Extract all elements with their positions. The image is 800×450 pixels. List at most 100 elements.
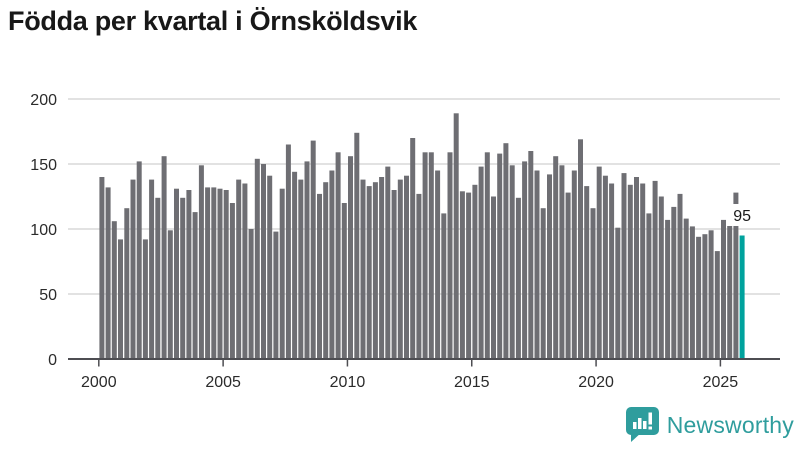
bar-2007-q1 <box>273 231 279 359</box>
bar-2001-q2 <box>130 179 136 359</box>
brand-name: Newsworthy <box>666 411 794 438</box>
bar-2013-q1 <box>422 152 428 359</box>
bar-2022-q3 <box>658 196 664 359</box>
bar-2025-q3 <box>733 192 739 359</box>
y-tick-label-0: 0 <box>48 352 57 369</box>
bar-2005-q2 <box>229 203 235 359</box>
bar-2011-q4 <box>391 190 397 359</box>
chart-title: Födda per kvartal i Örnsköldsvik <box>8 6 418 36</box>
bar-2003-q1 <box>174 188 179 359</box>
bar-2000-q1 <box>99 177 105 359</box>
bar-2006-q3 <box>261 164 266 359</box>
bar-2018-q1 <box>547 174 552 359</box>
bar-2002-q3 <box>161 156 167 359</box>
bar-2016-q4 <box>515 197 521 359</box>
bar-2009-q3 <box>335 152 341 359</box>
bar-2014-q3 <box>459 191 465 359</box>
bar-2021-q3 <box>634 177 639 359</box>
bar-2022-q2 <box>652 180 658 359</box>
bar-2009-q1 <box>323 182 329 359</box>
x-tick-label-2015: 2015 <box>454 374 490 391</box>
bar-2016-q3 <box>509 165 515 359</box>
bar-2005-q1 <box>223 190 229 359</box>
bar-2018-q2 <box>553 156 559 359</box>
bar-2023-q4 <box>689 226 695 359</box>
bar-2023-q1 <box>671 206 677 359</box>
bar-2017-q2 <box>528 151 534 359</box>
bar-2015-q1 <box>472 184 478 359</box>
bar-2011-q1 <box>372 182 378 359</box>
x-tick-label-2010: 2010 <box>330 374 366 391</box>
bar-2016-q1 <box>497 153 503 359</box>
bar-2009-q4 <box>341 203 347 359</box>
bar-2007-q4 <box>292 171 298 359</box>
bar-2005-q4 <box>242 183 248 359</box>
brand-footer: Newsworthy <box>625 407 794 443</box>
bar-2007-q3 <box>285 144 291 359</box>
bar-2014-q1 <box>447 152 453 359</box>
bar-2025-q4 <box>739 235 745 359</box>
bar-2000-q4 <box>118 239 123 359</box>
bar-2006-q1 <box>248 229 254 359</box>
bar-2017-q4 <box>540 208 546 359</box>
bar-2020-q4 <box>615 227 621 359</box>
bar-2008-q4 <box>317 193 322 359</box>
bar-2001-q1 <box>124 208 130 359</box>
y-tick-label-150: 150 <box>30 157 57 174</box>
bar-2020-q1 <box>596 166 602 359</box>
bar-2017-q3 <box>534 170 540 359</box>
bar-2010-q1 <box>348 156 353 359</box>
bar-2004-q2 <box>205 187 211 359</box>
bar-2012-q1 <box>397 179 403 359</box>
bar-2022-q1 <box>646 213 652 359</box>
bar-2005-q3 <box>236 179 242 359</box>
bar-2013-q4 <box>441 213 447 359</box>
bar-2006-q4 <box>267 175 273 359</box>
bar-2019-q4 <box>590 208 596 359</box>
bar-2025-q2 <box>727 218 733 359</box>
bar-2024-q3 <box>708 230 714 359</box>
bar-2004-q1 <box>198 165 204 359</box>
bar-2002-q2 <box>155 197 161 359</box>
bar-2002-q4 <box>167 230 173 359</box>
bar-2021-q4 <box>640 183 646 359</box>
bar-2017-q1 <box>522 161 528 359</box>
bar-2008-q1 <box>298 179 304 359</box>
bar-2018-q3 <box>559 165 565 359</box>
bar-2009-q2 <box>329 170 335 359</box>
bar-2013-q3 <box>435 170 441 359</box>
bar-2014-q4 <box>466 192 472 359</box>
x-tick-label-2020: 2020 <box>578 374 614 391</box>
bar-2010-q4 <box>366 186 372 359</box>
x-tick-label-2005: 2005 <box>205 374 241 391</box>
bar-2002-q1 <box>149 179 155 359</box>
bar-2019-q2 <box>578 139 583 359</box>
bar-2010-q3 <box>360 179 366 359</box>
bar-2015-q3 <box>484 152 490 359</box>
bar-2019-q3 <box>584 186 590 359</box>
bar-2000-q3 <box>111 221 117 359</box>
bar-2015-q4 <box>491 196 496 359</box>
bar-2011-q3 <box>385 166 391 359</box>
bar-2001-q3 <box>136 161 142 359</box>
bar-2013-q2 <box>428 152 434 359</box>
bar-2018-q4 <box>565 192 571 359</box>
bar-2003-q4 <box>192 212 198 359</box>
bar-chart: 95 2000 2005 2010 2015 2020 2025 0 50 100 150 200 <box>30 92 780 391</box>
bar-2023-q2 <box>677 193 683 359</box>
highlight-label-backing <box>726 204 759 226</box>
bar-2019-q1 <box>571 170 577 359</box>
bar-2012-q4 <box>416 193 422 359</box>
bar-2020-q3 <box>609 183 615 359</box>
bar-2022-q4 <box>665 219 671 359</box>
bar-2008-q3 <box>310 140 316 359</box>
bar-2016-q2 <box>503 143 509 359</box>
bar-2023-q3 <box>683 218 689 359</box>
bar-2004-q3 <box>211 187 217 359</box>
bar-2021-q2 <box>627 184 633 359</box>
bar-2003-q3 <box>186 190 192 359</box>
bar-2011-q2 <box>379 177 385 359</box>
bar-2024-q2 <box>702 234 708 359</box>
bar-2010-q2 <box>354 132 360 359</box>
